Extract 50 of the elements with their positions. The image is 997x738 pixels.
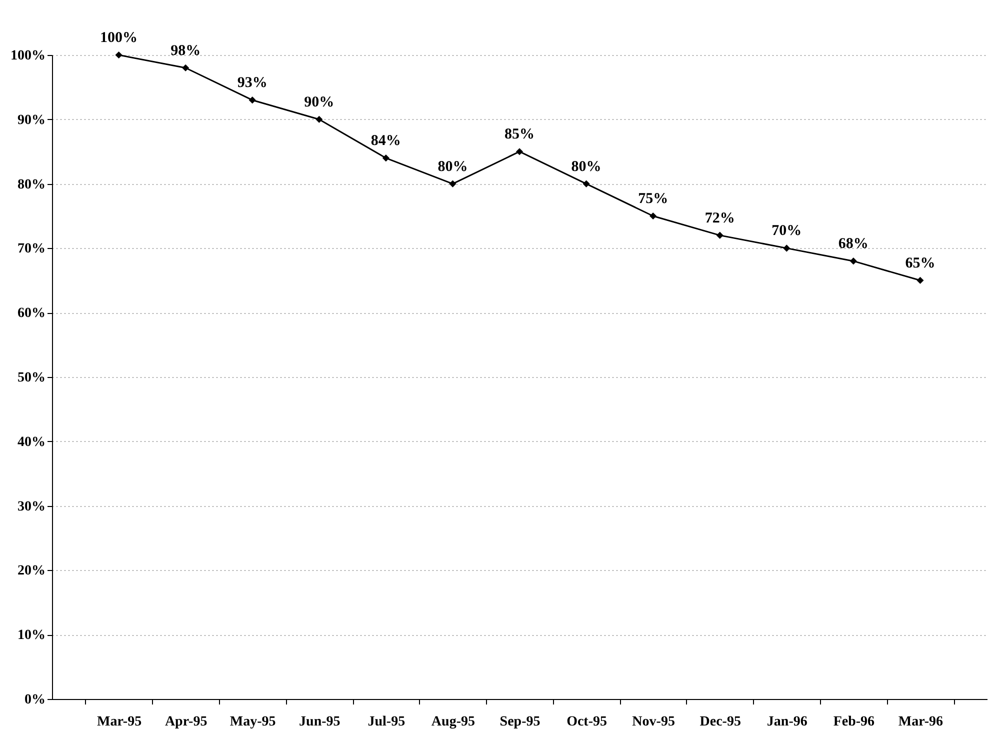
point: [582, 180, 590, 188]
y-tick-label: 90%: [18, 112, 46, 128]
x-tick-label: Apr-95: [164, 714, 208, 730]
data-label: 84%: [370, 133, 401, 150]
data-label: 90%: [304, 94, 334, 110]
y-tick-label: 70%: [18, 242, 46, 257]
point: [248, 96, 256, 104]
point: [716, 232, 724, 239]
data-label: 93%: [237, 75, 268, 92]
data-label: 85%: [504, 126, 534, 143]
x-tick-label: Jul-95: [368, 714, 406, 730]
x-tick-label: Oct-95: [566, 714, 608, 730]
data-label: 98%: [170, 42, 201, 59]
x-tick-label: Jan-96: [766, 714, 808, 730]
y-tick-label: 10%: [18, 628, 46, 644]
x-tick-label: Sep-95: [500, 714, 540, 730]
point: [783, 244, 790, 252]
point: [316, 116, 323, 123]
data-label: 68%: [838, 236, 868, 252]
data-label: 65%: [905, 255, 936, 272]
point: [182, 64, 190, 72]
y-tick-label: 50%: [18, 370, 46, 386]
x-tick-label: Mar-95: [96, 714, 142, 730]
x-tick-label: Feb-96: [833, 714, 875, 730]
x-tick-label: Aug-95: [431, 714, 475, 730]
data-label: 100%: [100, 30, 138, 46]
y-tick-label: 20%: [18, 564, 46, 579]
data-label: 70%: [772, 223, 802, 240]
y-tick-label: 60%: [18, 306, 46, 322]
data-label: 80%: [571, 158, 602, 175]
y-tick-label: 30%: [18, 499, 46, 514]
x-tick-label: Dec-95: [700, 714, 741, 730]
point: [850, 258, 857, 265]
data-label: 72%: [704, 210, 735, 226]
x-tick-label: May-95: [230, 714, 276, 730]
point: [382, 154, 390, 162]
data-label: 80%: [438, 158, 468, 175]
y-tick-label: 100%: [10, 48, 46, 64]
point: [916, 276, 924, 284]
x-tick-label: Mar-96: [898, 714, 944, 730]
point: [115, 51, 122, 59]
point: [650, 212, 657, 220]
y-tick-label: 80%: [18, 177, 46, 192]
x-tick-label: Nov-95: [632, 714, 675, 730]
y-tick-label: 0%: [24, 692, 46, 708]
data-label: 75%: [638, 191, 668, 207]
point: [516, 148, 524, 156]
y-tick-label: 40%: [18, 434, 46, 450]
point: [449, 180, 456, 188]
x-tick-label: Jun-95: [299, 714, 340, 730]
